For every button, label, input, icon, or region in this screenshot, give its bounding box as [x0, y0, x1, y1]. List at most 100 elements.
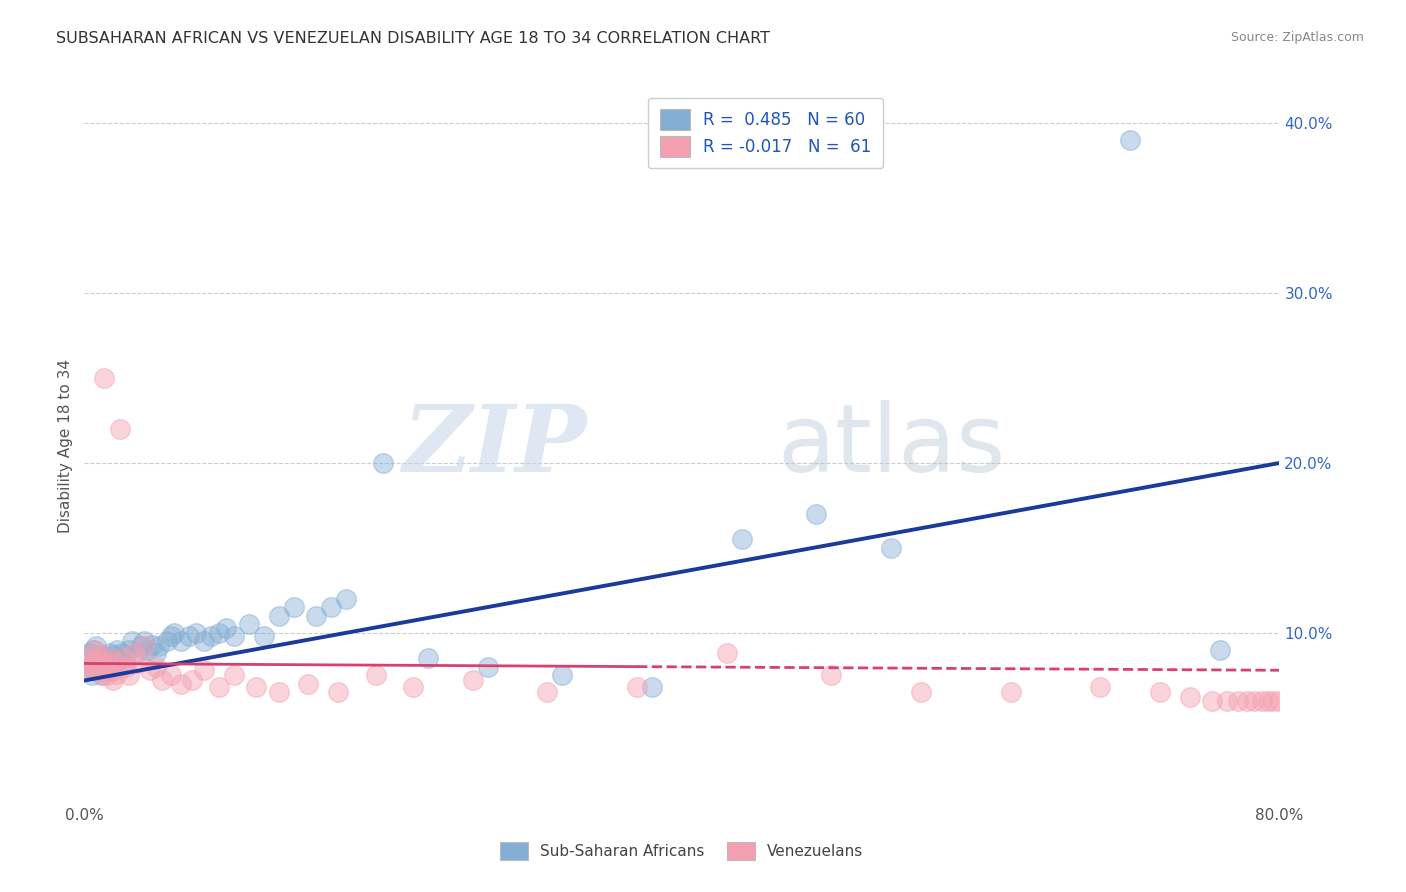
- Point: [136, 643, 159, 657]
- Point: [112, 651, 135, 665]
- Point: [222, 668, 245, 682]
- Point: [94, 651, 117, 665]
- Point: [1216, 694, 1239, 708]
- Point: [806, 507, 828, 521]
- Point: [100, 651, 122, 665]
- Point: [371, 456, 394, 470]
- Point: [477, 660, 499, 674]
- Point: [93, 660, 115, 674]
- Point: [129, 640, 152, 654]
- Point: [1000, 685, 1022, 699]
- Point: [91, 668, 114, 682]
- Point: [141, 638, 163, 652]
- Point: [238, 617, 260, 632]
- Point: [104, 657, 127, 671]
- Point: [127, 657, 149, 671]
- Point: [132, 634, 156, 648]
- Point: [626, 680, 648, 694]
- Point: [160, 668, 183, 682]
- Legend: Sub-Saharan Africans, Venezuelans: Sub-Saharan Africans, Venezuelans: [495, 836, 869, 866]
- Point: [267, 685, 290, 699]
- Point: [186, 626, 208, 640]
- Point: [79, 660, 101, 674]
- Point: [163, 626, 186, 640]
- Point: [87, 663, 110, 677]
- Point: [145, 646, 167, 660]
- Point: [177, 629, 200, 643]
- Point: [150, 673, 173, 688]
- Point: [820, 668, 842, 682]
- Point: [103, 648, 125, 662]
- Point: [94, 660, 117, 674]
- Point: [122, 646, 145, 660]
- Point: [121, 634, 143, 648]
- Point: [83, 651, 105, 665]
- Point: [283, 600, 305, 615]
- Point: [731, 533, 754, 547]
- Text: atlas: atlas: [778, 400, 1005, 492]
- Point: [297, 677, 319, 691]
- Point: [1263, 694, 1285, 708]
- Point: [96, 668, 118, 682]
- Point: [100, 651, 122, 665]
- Point: [193, 663, 215, 677]
- Point: [93, 371, 115, 385]
- Point: [104, 655, 127, 669]
- Point: [98, 646, 121, 660]
- Point: [328, 685, 350, 699]
- Point: [96, 663, 118, 677]
- Point: [215, 621, 238, 635]
- Point: [910, 685, 932, 699]
- Point: [80, 663, 103, 677]
- Point: [89, 655, 111, 669]
- Point: [716, 646, 738, 660]
- Y-axis label: Disability Age 18 to 34: Disability Age 18 to 34: [58, 359, 73, 533]
- Point: [170, 634, 193, 648]
- Point: [1208, 643, 1232, 657]
- Point: [402, 680, 425, 694]
- Point: [193, 634, 215, 648]
- Point: [125, 646, 148, 660]
- Point: [98, 663, 121, 677]
- Point: [107, 651, 129, 665]
- Point: [319, 600, 342, 615]
- Point: [118, 643, 141, 657]
- Point: [305, 608, 328, 623]
- Point: [180, 673, 204, 688]
- Point: [1226, 694, 1249, 708]
- Point: [105, 666, 128, 681]
- Point: [1236, 694, 1258, 708]
- Point: [1257, 694, 1279, 708]
- Point: [80, 668, 103, 682]
- Point: [139, 663, 162, 677]
- Point: [245, 680, 267, 694]
- Point: [267, 608, 290, 623]
- Point: [551, 668, 574, 682]
- Point: [101, 660, 124, 674]
- Point: [1250, 694, 1272, 708]
- Point: [111, 646, 134, 660]
- Point: [87, 663, 110, 677]
- Point: [90, 648, 112, 662]
- Point: [115, 660, 138, 674]
- Point: [97, 657, 120, 671]
- Text: SUBSAHARAN AFRICAN VS VENEZUELAN DISABILITY AGE 18 TO 34 CORRELATION CHART: SUBSAHARAN AFRICAN VS VENEZUELAN DISABIL…: [56, 31, 770, 46]
- Point: [114, 657, 136, 671]
- Point: [82, 643, 104, 657]
- Point: [536, 685, 558, 699]
- Point: [1090, 680, 1112, 694]
- Point: [86, 651, 108, 665]
- Point: [222, 629, 245, 643]
- Point: [1201, 694, 1223, 708]
- Point: [118, 668, 141, 682]
- Point: [160, 629, 183, 643]
- Point: [76, 660, 98, 674]
- Point: [103, 663, 125, 677]
- Point: [110, 422, 132, 436]
- Point: [1119, 133, 1142, 147]
- Point: [132, 640, 156, 654]
- Point: [89, 655, 111, 669]
- Point: [208, 680, 231, 694]
- Text: ZIP: ZIP: [402, 401, 586, 491]
- Point: [1268, 694, 1291, 708]
